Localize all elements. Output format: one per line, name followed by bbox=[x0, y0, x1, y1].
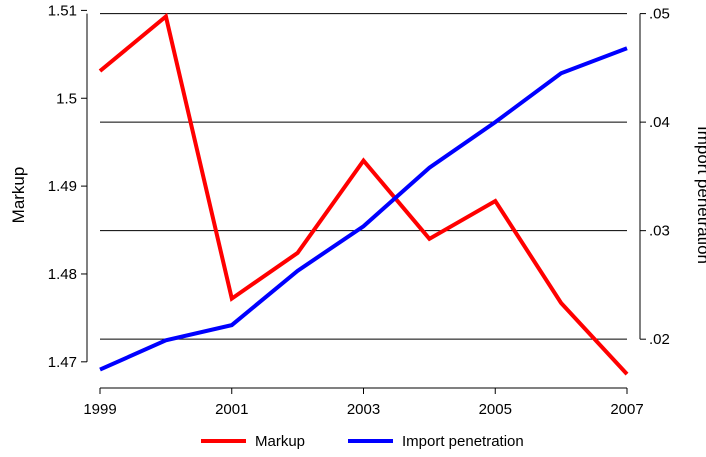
x-tick-label: 2005 bbox=[479, 401, 512, 418]
left-tick-label: 1.51 bbox=[48, 2, 77, 19]
right-tick-label: .03 bbox=[649, 223, 670, 240]
right-axis-ticks: .02 .03 .04 .05 bbox=[640, 6, 670, 348]
series-lines bbox=[98, 12, 629, 376]
right-tick-label: .02 bbox=[649, 331, 670, 348]
left-tick-label: 1.5 bbox=[56, 90, 77, 107]
left-tick-label: 1.49 bbox=[48, 178, 77, 195]
legend-label-markup: Markup bbox=[255, 433, 305, 450]
series-line-markup bbox=[98, 12, 629, 376]
left-axis-ticks: 1.47 1.48 1.49 1.5 1.51 bbox=[48, 2, 87, 371]
right-tick-label: .04 bbox=[649, 114, 670, 131]
right-axis-title: Import penetration bbox=[694, 126, 706, 264]
right-tick-label: .05 bbox=[649, 6, 670, 23]
left-tick-label: 1.47 bbox=[48, 354, 77, 371]
x-tick-label: 2001 bbox=[215, 401, 248, 418]
x-tick-label: 2003 bbox=[347, 401, 380, 418]
legend-label-import-penetration: Import penetration bbox=[402, 433, 524, 450]
legend: Markup Import penetration bbox=[201, 433, 524, 450]
x-axis-ticks: 1999 2001 2003 2005 2007 bbox=[83, 388, 644, 418]
x-tick-label: 2007 bbox=[610, 401, 643, 418]
left-axis-title: Markup bbox=[9, 167, 28, 224]
gridlines bbox=[100, 13, 627, 340]
x-tick-label: 1999 bbox=[83, 401, 116, 418]
left-tick-label: 1.48 bbox=[48, 266, 77, 283]
series-line-import-penetration bbox=[99, 46, 628, 372]
axes bbox=[86, 13, 641, 389]
